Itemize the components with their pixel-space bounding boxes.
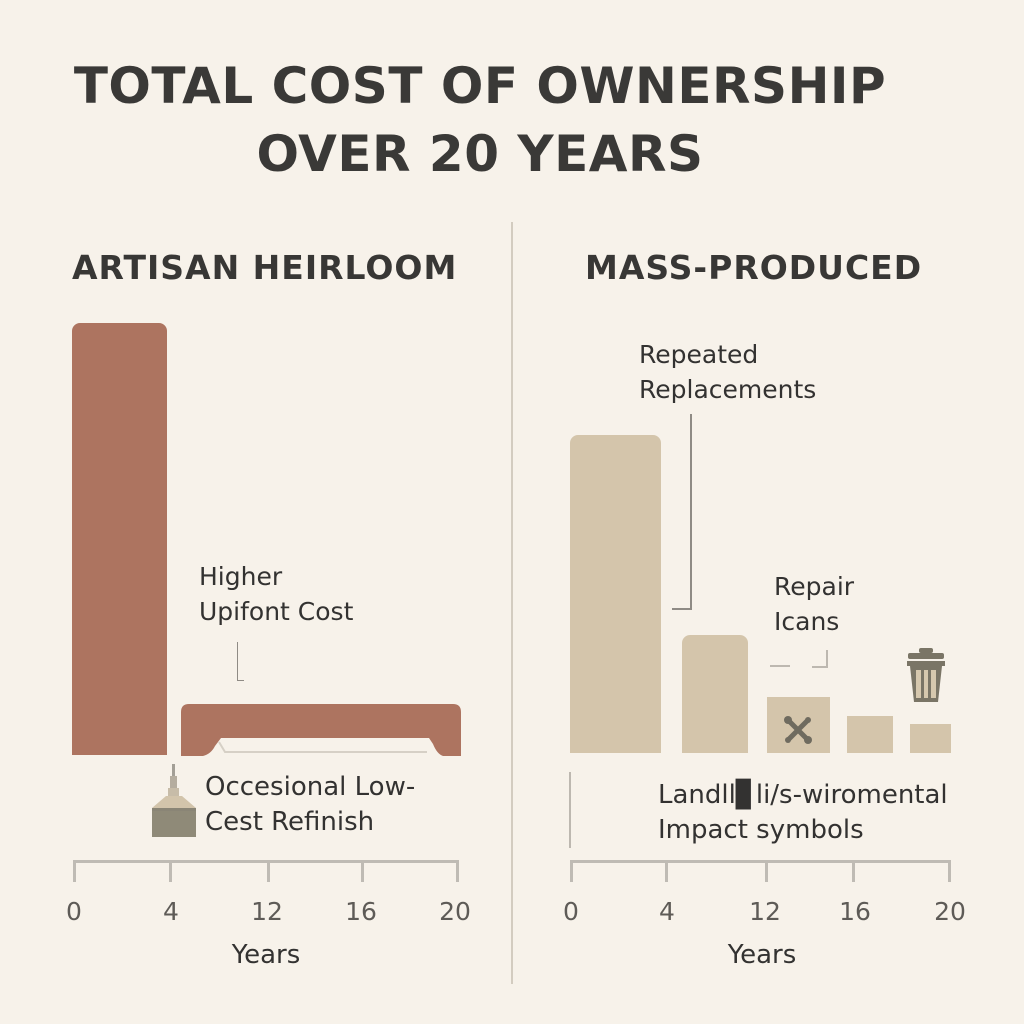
artisan-x-axis [73, 860, 459, 863]
refinish-bar-shape [181, 704, 461, 756]
mass-bar-2 [682, 635, 748, 753]
tick-label: 20 [439, 897, 471, 926]
paintbrush-icon [152, 764, 198, 840]
annotation-line: Repair [774, 572, 855, 601]
axis-tick [267, 860, 270, 882]
annotation-line: Landll▊li/s-wiromental [658, 780, 948, 810]
title-line-2: OVER 20 YEARS [256, 125, 704, 183]
tick-label: 12 [251, 897, 283, 926]
mass-bar-3 [767, 697, 830, 753]
mass-heading: MASS-PRODUCED [585, 248, 923, 287]
repair-bracket-right [812, 650, 828, 668]
annotation-line: Icans [774, 607, 840, 636]
annotation-line: Repeated [639, 340, 759, 369]
mass-bar-5 [910, 724, 951, 753]
axis-tick [765, 860, 768, 882]
annotation-line: Upifont Cost [199, 597, 354, 626]
refinish-annotation: Occesional Low- Cest Refinish [205, 770, 415, 840]
title-line-1: TOTAL COST OF OWNERSHIP [73, 57, 887, 115]
tick-label: 0 [563, 897, 579, 926]
artisan-refinish-bar [181, 704, 461, 756]
artisan-upfront-bar [72, 323, 167, 755]
tick-label: 4 [163, 897, 179, 926]
annotation-line: Impact symbols [658, 815, 864, 845]
tick-label: 4 [659, 897, 675, 926]
chart-title: TOTAL COST OF OWNERSHIP OVER 20 YEARS [0, 52, 960, 188]
landfill-annotation: Landll▊li/s-wiromental Impact symbols [658, 778, 948, 848]
tick-label: 16 [839, 897, 871, 926]
tick-label: 12 [749, 897, 781, 926]
annotation-line: Replacements [639, 375, 817, 404]
repair-annotation: Repair Icans [774, 569, 854, 639]
axis-tick [948, 860, 951, 882]
panel-divider [511, 222, 513, 984]
trash-can-icon [905, 648, 947, 704]
tick-label: 20 [934, 897, 966, 926]
mass-bar-4 [847, 716, 893, 753]
landfill-leader-line [569, 772, 571, 848]
annotation-line: Occesional Low- [205, 772, 416, 802]
upfront-leader-line [237, 642, 244, 681]
axis-tick [852, 860, 855, 882]
annotation-line: Higher [199, 562, 283, 591]
replacements-leader-line [672, 414, 692, 610]
axis-tick [73, 860, 76, 882]
axis-tick [570, 860, 573, 882]
tick-label: 16 [345, 897, 377, 926]
mass-x-axis [570, 860, 951, 863]
artisan-heading: ARTISAN HEIRLOOM [72, 248, 458, 287]
axis-tick [169, 860, 172, 882]
mass-axis-title: Years [727, 940, 797, 970]
upfront-cost-annotation: Higher Upifont Cost [199, 559, 353, 629]
annotation-line: Cest Refinish [205, 807, 375, 837]
wrench-cross-icon [784, 716, 812, 744]
axis-tick [665, 860, 668, 882]
artisan-axis-title: Years [231, 940, 301, 970]
axis-tick [361, 860, 364, 882]
repair-bracket-left [770, 665, 790, 667]
tick-label: 0 [66, 897, 82, 926]
replacements-annotation: Repeated Replacements [639, 337, 816, 407]
axis-tick [456, 860, 459, 882]
mass-bar-1 [570, 435, 661, 753]
